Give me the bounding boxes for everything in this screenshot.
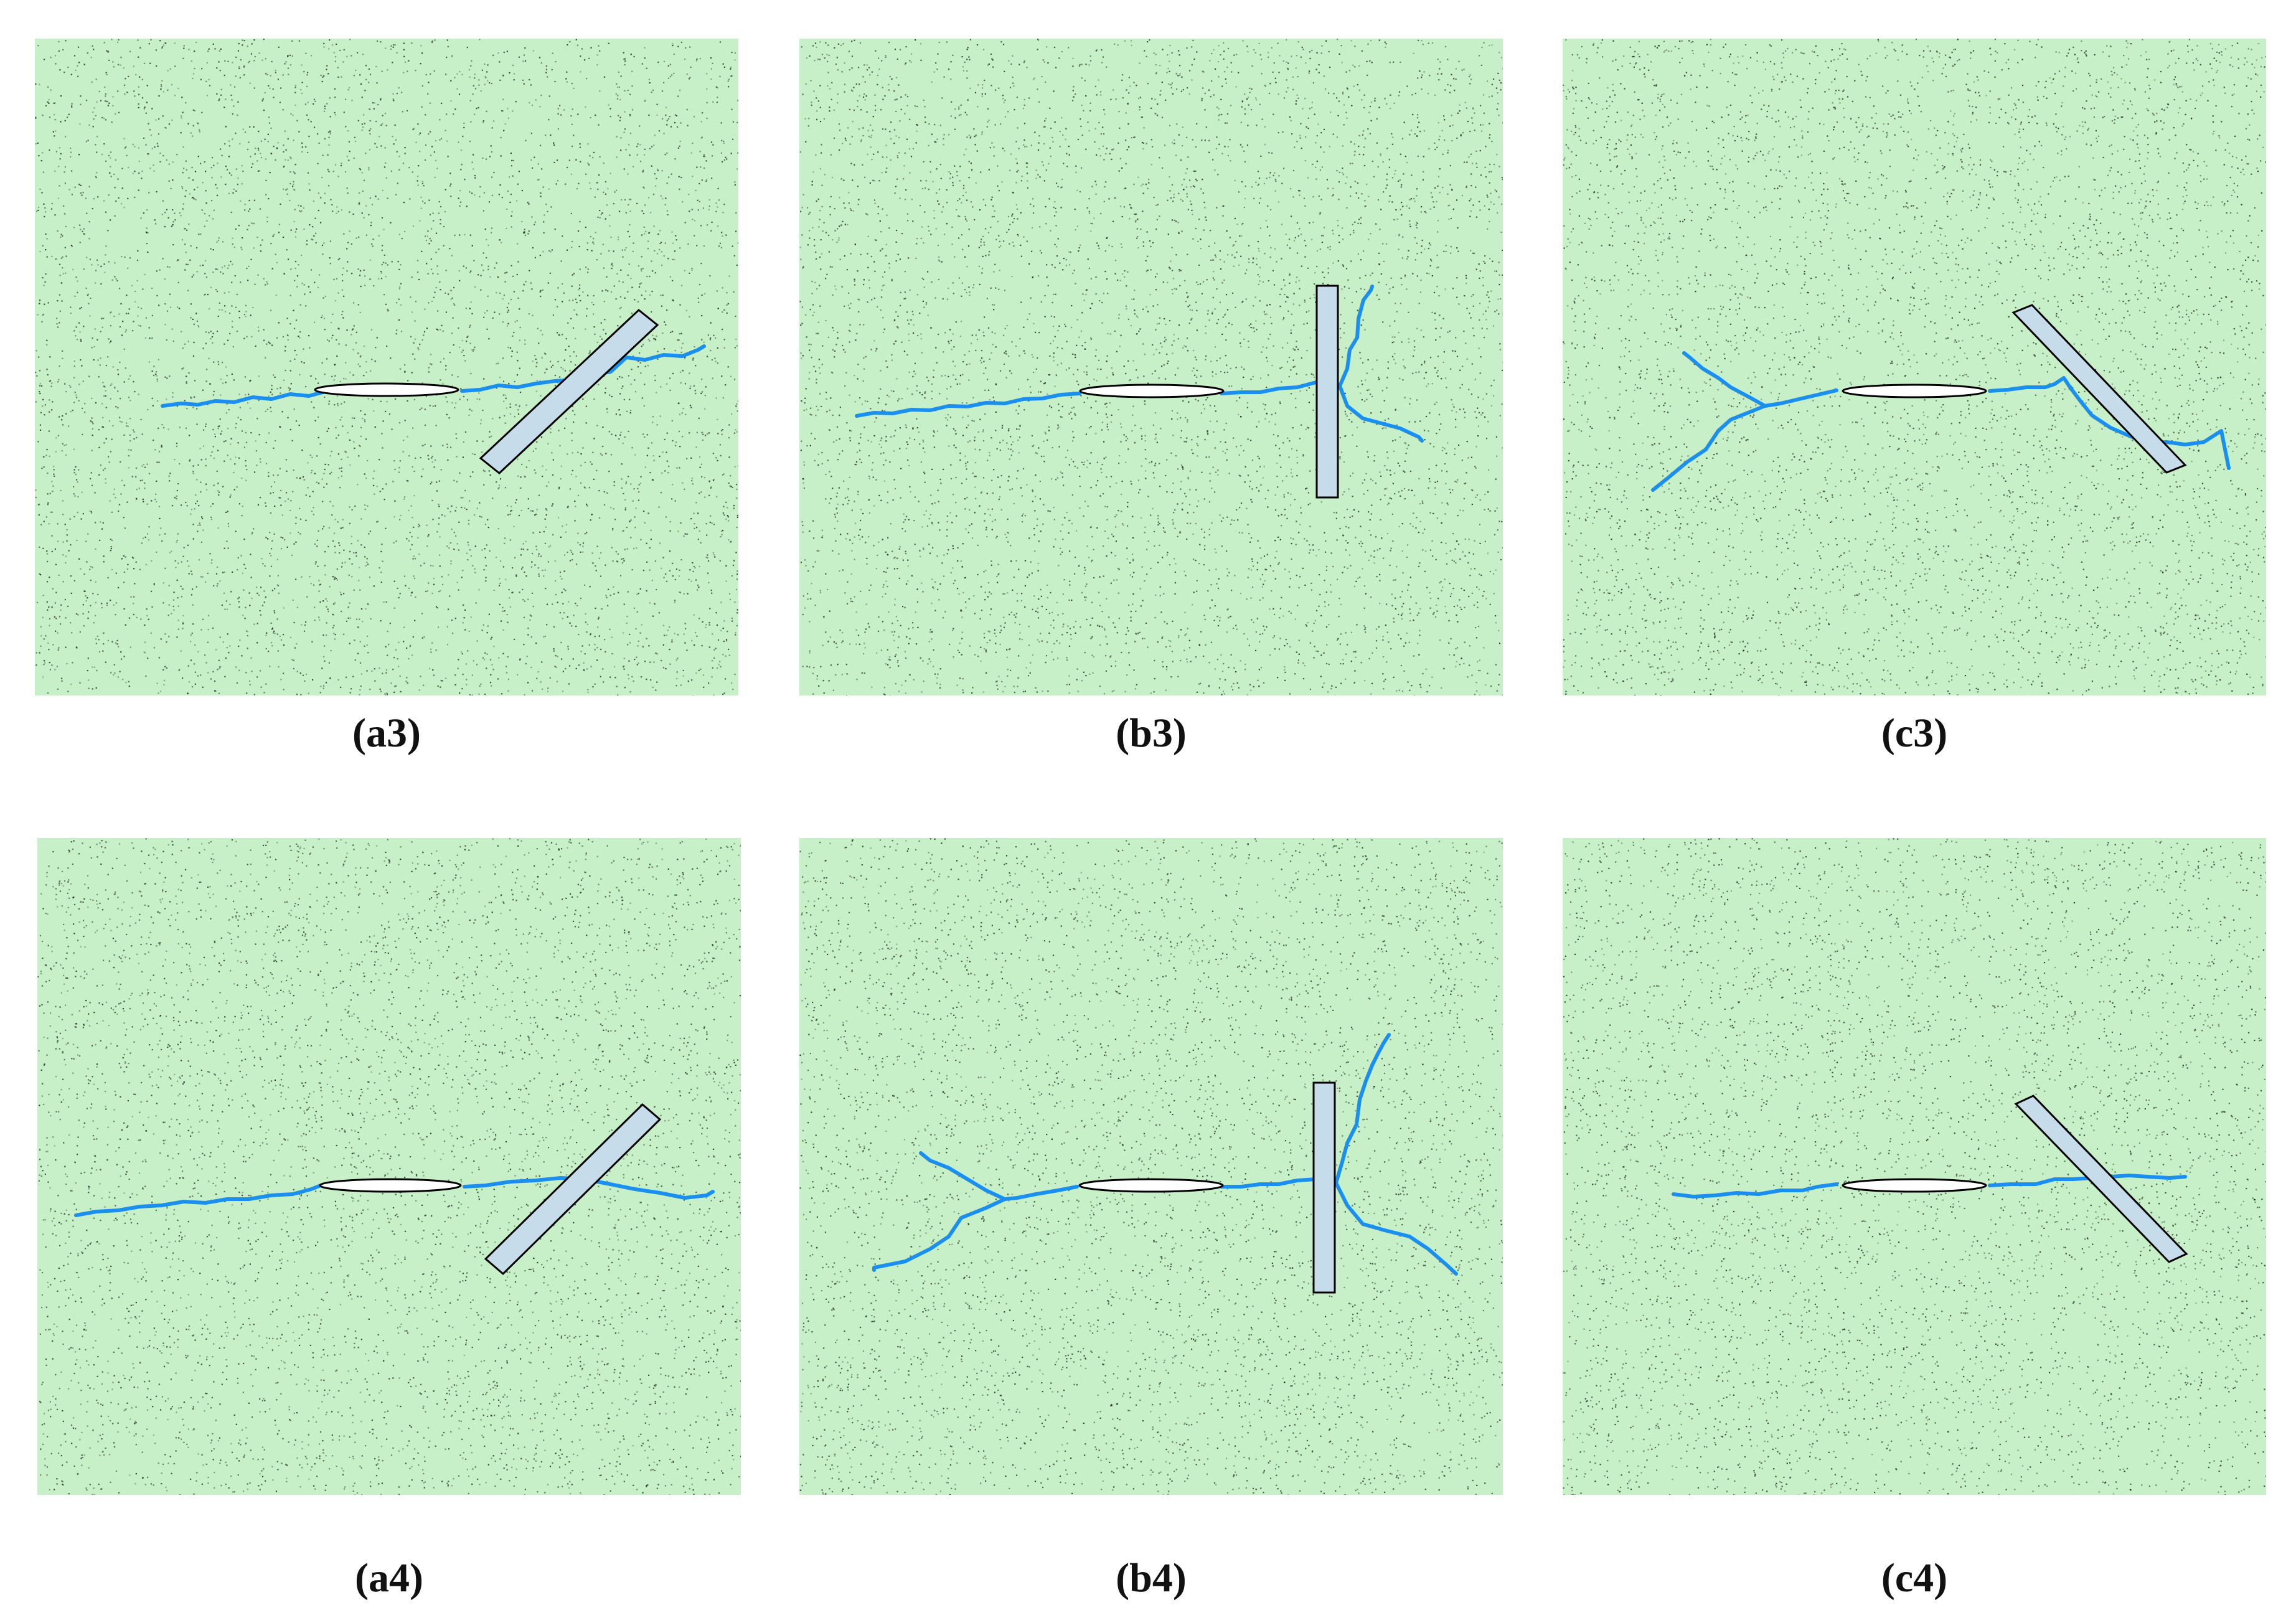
caption-a4: (a4) <box>37 1558 741 1599</box>
crack-left <box>855 392 1081 418</box>
specimen-background <box>35 39 738 695</box>
crack-left <box>74 1184 322 1217</box>
crack-branch-up <box>1338 285 1374 388</box>
specimen-background <box>37 838 741 1495</box>
panel-b4 <box>799 838 1503 1495</box>
pre-existing-flaw <box>314 382 459 397</box>
pre-existing-flaw <box>1079 384 1225 398</box>
crack-left <box>161 385 347 408</box>
panel-b3 <box>799 39 1503 695</box>
particle-texture <box>799 838 1503 1495</box>
particle-texture <box>35 39 738 695</box>
caption-b4: (b4) <box>799 1558 1503 1599</box>
caption-a3: (a3) <box>35 713 738 754</box>
crack-left-branch-down <box>1651 404 1767 492</box>
caption-c4: (c4) <box>1563 1558 2266 1599</box>
panel-a4 <box>37 838 741 1495</box>
pre-existing-flaw <box>319 1178 462 1193</box>
caption-b3: (b3) <box>799 713 1503 754</box>
specimen-background <box>1563 838 2266 1495</box>
inclusion-bar <box>479 309 659 474</box>
particle-texture <box>1563 39 2266 695</box>
crack-left <box>1672 1182 1838 1199</box>
specimen-background <box>799 39 1503 695</box>
inclusion-bar <box>1315 285 1339 499</box>
specimen-c4 <box>1563 838 2266 1495</box>
crack-left-stem <box>1003 1185 1079 1201</box>
crack-right <box>1988 376 2231 470</box>
caption-c3: (c3) <box>1563 713 2266 754</box>
particle-texture <box>1563 838 2266 1495</box>
crack-left-branch-down <box>872 1197 1007 1272</box>
specimen-background <box>1563 39 2266 695</box>
specimen-b3 <box>799 39 1503 695</box>
inclusion-bar <box>2014 1095 2188 1263</box>
crack-branch-down <box>1334 1181 1458 1276</box>
inclusion-bar <box>484 1103 662 1276</box>
specimen-b4 <box>799 838 1503 1495</box>
particle-texture <box>37 838 741 1495</box>
inclusion-bar <box>1312 1081 1336 1294</box>
specimen-a4 <box>37 838 741 1495</box>
crack-left-branch-up <box>919 1151 1007 1201</box>
specimen-background <box>799 838 1503 1495</box>
panel-c3 <box>1563 39 2266 695</box>
inclusion-bar <box>2011 304 2187 474</box>
crack-left-branch-up <box>1682 351 1767 408</box>
crack-left-stem <box>1763 389 1838 408</box>
particle-texture <box>799 39 1503 695</box>
pre-existing-flaw <box>1842 384 1987 398</box>
panel-a3 <box>35 39 738 695</box>
pre-existing-flaw <box>1842 1178 1987 1193</box>
panel-c4 <box>1563 838 2266 1495</box>
specimen-a3 <box>35 39 738 695</box>
crack-branch-up <box>1334 1033 1391 1185</box>
specimen-c3 <box>1563 39 2266 695</box>
pre-existing-flaw <box>1078 1178 1224 1193</box>
crack-branch-down <box>1338 384 1424 443</box>
